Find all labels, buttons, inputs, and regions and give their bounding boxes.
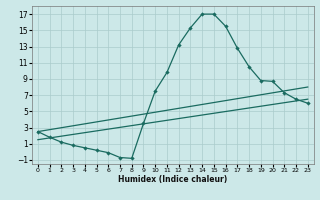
X-axis label: Humidex (Indice chaleur): Humidex (Indice chaleur)	[118, 175, 228, 184]
